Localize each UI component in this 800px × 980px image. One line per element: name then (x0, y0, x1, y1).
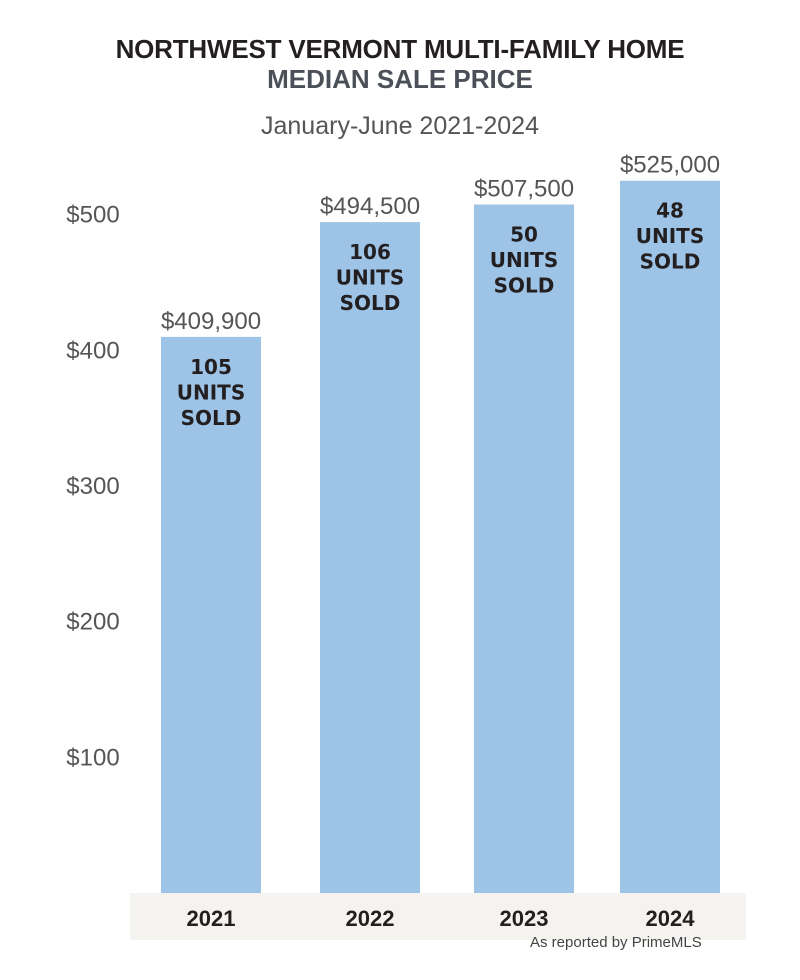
value-label: $409,900 (161, 308, 261, 335)
units-sold-label: 48 (656, 199, 684, 223)
x-axis-ticks: 2021 2022 2023 2024 (187, 906, 696, 931)
bar-2023 (474, 204, 574, 894)
units-sold-label: UNITS (177, 380, 245, 404)
chart-subtitle: January-June 2021-2024 (261, 112, 539, 140)
value-label: $494,500 (320, 193, 420, 220)
y-tick-label: $300 (66, 473, 119, 500)
units-sold-label: SOLD (640, 250, 701, 274)
units-sold-label: SOLD (181, 406, 242, 430)
x-tick-label: 2022 (346, 906, 395, 931)
value-label: $525,000 (620, 152, 720, 179)
chart-title-line2: MEDIAN SALE PRICE (267, 64, 533, 94)
units-sold-label: 106 (349, 240, 391, 264)
units-sold-label: SOLD (494, 273, 555, 297)
bar-2022 (320, 222, 420, 894)
y-tick-label: $200 (66, 609, 119, 636)
y-tick-label: $500 (66, 202, 119, 229)
units-sold-label: 50 (510, 222, 538, 246)
bar-2024 (620, 180, 720, 894)
y-tick-label: $400 (66, 337, 119, 364)
value-label: $507,500 (474, 175, 574, 202)
x-axis-band (130, 893, 746, 940)
y-tick-label: $100 (66, 744, 119, 771)
chart-title-line1: NORTHWEST VERMONT MULTI-FAMILY HOME (115, 34, 685, 64)
bars (161, 180, 720, 894)
units-sold-label: SOLD (340, 291, 401, 315)
bar-2021 (161, 336, 261, 893)
x-tick-label: 2021 (187, 906, 236, 931)
x-tick-label: 2023 (500, 906, 549, 931)
units-sold-label: 105 (190, 355, 232, 379)
bar-labels: $409,900105UNITSSOLD$494,500106UNITSSOLD… (161, 152, 720, 430)
units-sold-label: UNITS (336, 266, 404, 290)
y-axis-ticks: $100 $200 $300 $400 $500 (66, 202, 119, 772)
units-sold-label: UNITS (490, 248, 558, 272)
x-tick-label: 2024 (646, 906, 696, 931)
source-note: As reported by PrimeMLS (530, 934, 702, 951)
units-sold-label: UNITS (636, 224, 704, 248)
